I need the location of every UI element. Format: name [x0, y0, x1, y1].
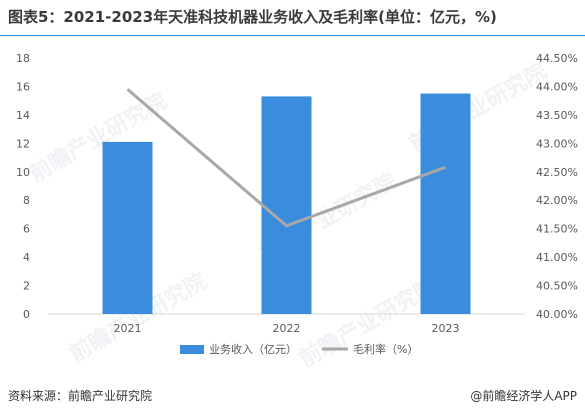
title-underline [0, 35, 585, 36]
right-tick-label: 44.00% [536, 80, 578, 93]
x-tick-label: 2021 [114, 322, 142, 335]
right-tick-label: 41.00% [536, 251, 578, 264]
left-tick-label: 8 [23, 194, 30, 207]
bar [420, 93, 471, 314]
right-tick-label: 43.00% [536, 137, 578, 150]
bar [102, 141, 153, 314]
right-tick-label: 43.50% [536, 109, 578, 122]
bar [261, 96, 312, 315]
legend-swatch-bar [180, 345, 204, 354]
x-tick-label: 2023 [432, 322, 460, 335]
left-tick-label: 2 [23, 280, 30, 293]
chart-title: 图表5：2021-2023年天准科技机器业务收入及毛利率(单位：亿元，%) [8, 8, 497, 26]
bar-series [102, 93, 471, 315]
left-tick-label: 4 [23, 251, 30, 264]
x-axis: 2021 2022 2023 [114, 322, 460, 335]
legend-label-revenue: 业务收入（亿元） [209, 342, 297, 356]
left-tick-label: 14 [16, 109, 30, 122]
left-tick-label: 0 [23, 308, 30, 321]
left-axis: 0 2 4 6 8 10 12 14 16 18 [16, 52, 30, 321]
gross-margin-line [126, 88, 447, 228]
right-tick-label: 42.50% [536, 166, 578, 179]
right-tick-label: 41.50% [536, 223, 578, 236]
right-tick-label: 44.50% [536, 52, 578, 65]
left-tick-label: 10 [16, 166, 30, 179]
left-tick-label: 18 [16, 52, 30, 65]
credit-note: @前瞻经济学人APP [470, 389, 577, 403]
source-note: 资料来源：前瞻产业研究院 [8, 389, 153, 403]
legend-label-margin: 毛利率（%） [353, 342, 418, 356]
x-tick-label: 2022 [273, 322, 301, 335]
right-axis: 40.00% 40.50% 41.00% 41.50% 42.00% 42.50% 43.0… [536, 52, 578, 321]
line-series [126, 88, 447, 228]
left-tick-label: 12 [16, 137, 30, 150]
right-tick-label: 40.00% [536, 308, 578, 321]
legend: 业务收入（亿元） 毛利率（%） [180, 342, 418, 356]
combo-chart: 0 2 4 6 8 10 12 14 16 18 40.00% 40.50% 41.00% 41.50%… [16, 52, 578, 356]
left-tick-label: 6 [23, 223, 30, 236]
right-tick-label: 42.00% [536, 194, 578, 207]
right-tick-label: 40.50% [536, 280, 578, 293]
footer: 资料来源：前瞻产业研究院 @前瞻经济学人APP [0, 381, 585, 415]
left-tick-label: 16 [16, 80, 30, 93]
